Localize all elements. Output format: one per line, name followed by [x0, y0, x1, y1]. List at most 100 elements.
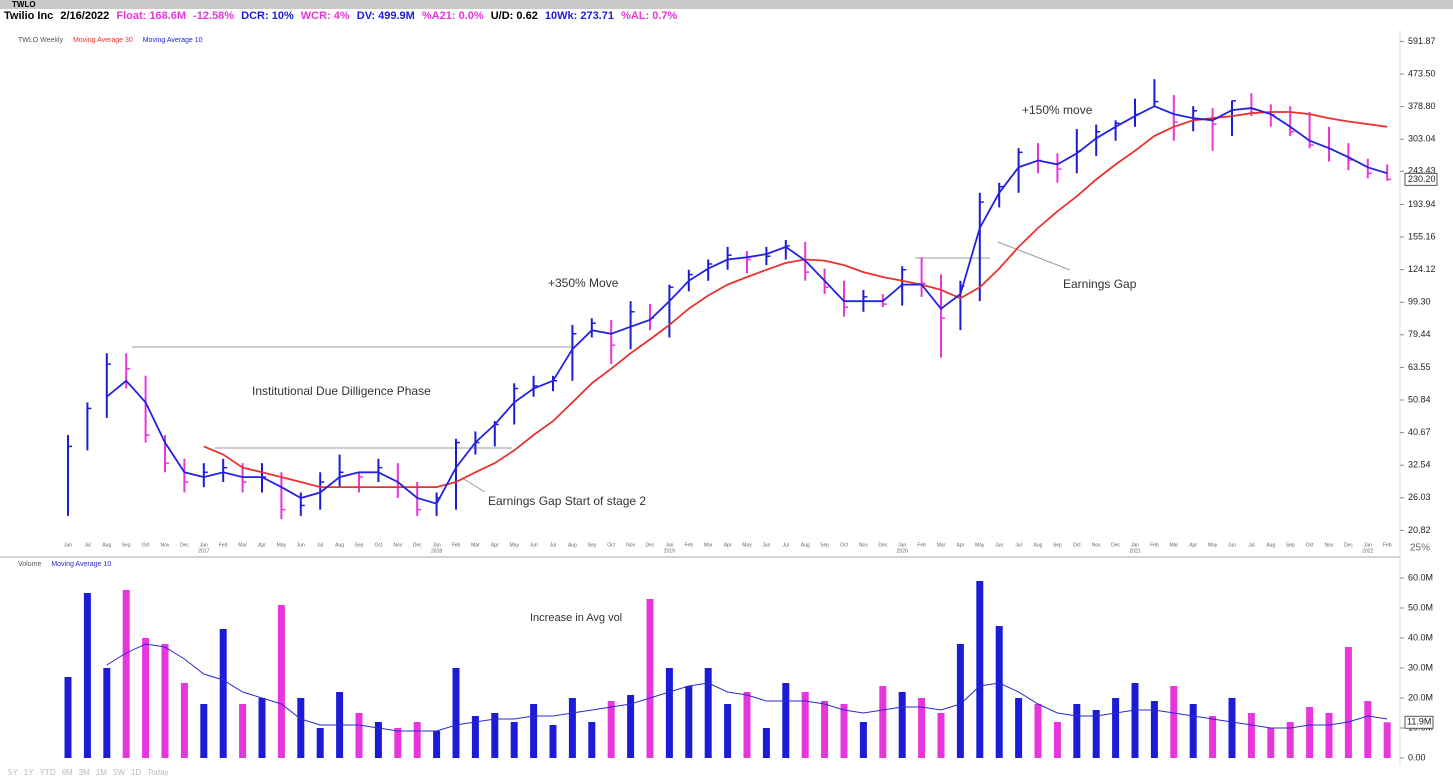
range-button[interactable]: 3M — [78, 768, 90, 777]
volume-bar — [1015, 698, 1023, 758]
range-button[interactable]: 1M — [95, 768, 107, 777]
x-tick-label: Jun — [297, 542, 305, 548]
y-tick-label: 473.50 — [1408, 68, 1436, 78]
y-tick-label: 30.0M — [1408, 662, 1433, 672]
company: Twilio Inc — [4, 10, 54, 22]
volume-bar — [394, 728, 402, 758]
x-tick-label: Jan — [1131, 542, 1139, 548]
volume-average — [106, 643, 1388, 732]
moving-average — [106, 105, 1388, 505]
x-tick-label: Jul — [84, 542, 90, 548]
x-tick-label: May — [742, 542, 752, 548]
range-button[interactable]: 6M — [61, 768, 73, 777]
legend-entry[interactable]: Moving Average 10 — [142, 37, 203, 44]
x-tick-label: Dec — [1111, 542, 1120, 548]
volume-bar — [801, 692, 809, 758]
x-tick-label: Nov — [1325, 542, 1334, 548]
x-tick-label: Dec — [413, 542, 422, 548]
x-tick-label: Aug — [1034, 542, 1043, 548]
range-button[interactable]: 1D — [130, 768, 142, 777]
y-tick-label: 20.82 — [1408, 525, 1431, 535]
volume-bar — [588, 722, 596, 758]
x-year-label: 2018 — [431, 548, 442, 554]
annotation: Earnings Gap Start of stage 2 — [488, 494, 646, 508]
volume-bar — [83, 593, 91, 758]
volume-bar — [685, 686, 693, 758]
y-tick-label: 32.54 — [1408, 460, 1431, 470]
y-tick-label: 124.12 — [1408, 264, 1436, 274]
pointer-line — [997, 241, 1071, 271]
volume-bar — [1112, 698, 1120, 758]
header: Twilio Inc 2/16/2022 Float: 168.6M -12.5… — [4, 10, 681, 22]
annotation: Earnings Gap — [1063, 277, 1137, 291]
volume-bar — [258, 698, 266, 758]
x-tick-label: Aug — [335, 542, 344, 548]
volume-bar — [1267, 728, 1275, 758]
annotation: +350% Move — [548, 276, 619, 290]
volume-bar — [646, 599, 654, 758]
dcr: DCR: 10% — [241, 10, 294, 22]
x-tick-label: Jan — [200, 542, 208, 548]
dv: DV: 499.9M — [356, 10, 415, 22]
volume-bar — [1189, 704, 1197, 758]
volume-bar — [103, 668, 111, 758]
range-button[interactable]: Today — [147, 768, 169, 777]
legend-entry[interactable]: Moving Average 30 — [72, 37, 133, 44]
range-button[interactable]: 5W — [112, 768, 125, 777]
volume-bar — [530, 704, 538, 758]
x-tick-label: Mar — [937, 542, 946, 548]
volume-bar — [956, 644, 964, 758]
x-year-label: 2021 — [1129, 548, 1140, 554]
x-tick-label: Nov — [626, 542, 635, 548]
a21: %A21: 0.0% — [421, 10, 484, 22]
legend-entry[interactable]: Moving Average 10 — [51, 561, 112, 568]
x-tick-label: Jun — [64, 542, 72, 548]
x-tick-label: Jun — [995, 542, 1003, 548]
y-tick-label: 40.0M — [1408, 632, 1433, 642]
x-tick-label: Dec — [878, 542, 887, 548]
y-tick-label: 50.84 — [1408, 394, 1431, 404]
volume-bar — [355, 713, 363, 758]
x-tick-label: Oct — [1306, 542, 1314, 548]
volume-bar — [937, 713, 945, 758]
x-tick-label: Sep — [1053, 542, 1062, 548]
volume-bar — [239, 704, 247, 758]
x-tick-label: Jul — [1248, 542, 1254, 548]
pointer-line — [461, 477, 486, 493]
volume-bar — [510, 722, 518, 758]
volume-bar — [1325, 713, 1333, 758]
ticker[interactable]: TWLO — [12, 0, 36, 9]
range-button[interactable]: 1Y — [23, 768, 34, 777]
x-tick-label: Oct — [375, 542, 383, 548]
volume-bar — [1131, 683, 1139, 758]
volume-bar — [1344, 647, 1352, 758]
y-tick-label: 20.0M — [1408, 692, 1433, 702]
x-year-label: 2022 — [1362, 548, 1373, 554]
range-button[interactable]: YTD — [39, 768, 56, 777]
x-tick-label: Apr — [957, 542, 965, 548]
annotation: Increase in Avg vol — [530, 612, 622, 624]
volume-bar — [297, 698, 305, 758]
x-tick-label: Feb — [1383, 542, 1392, 548]
volume-bar — [627, 695, 635, 758]
volume-bar — [743, 692, 751, 758]
volume-bar — [1364, 701, 1372, 758]
last-price-box — [1404, 172, 1438, 186]
x-tick-label: Mar — [704, 542, 713, 548]
annotation: +150% move — [1022, 103, 1093, 117]
y-tick-label: 591.87 — [1408, 36, 1436, 46]
volume-bar — [142, 638, 150, 758]
volume-bar — [277, 605, 285, 758]
volume-bar — [219, 629, 227, 758]
volume-bar — [1150, 701, 1158, 758]
x-tick-label: Oct — [142, 542, 150, 548]
volume-legend: Volume Moving Average 10 — [18, 561, 119, 568]
x-tick-label: Jun — [762, 542, 770, 548]
range-button[interactable]: 5Y — [8, 768, 18, 777]
legend-title: Volume — [18, 561, 42, 568]
x-tick-label: Aug — [1266, 542, 1275, 548]
volume-bar — [1228, 698, 1236, 758]
annotation: Institutional Due Dilligence Phase — [252, 384, 431, 398]
volume-bar — [1306, 707, 1314, 758]
